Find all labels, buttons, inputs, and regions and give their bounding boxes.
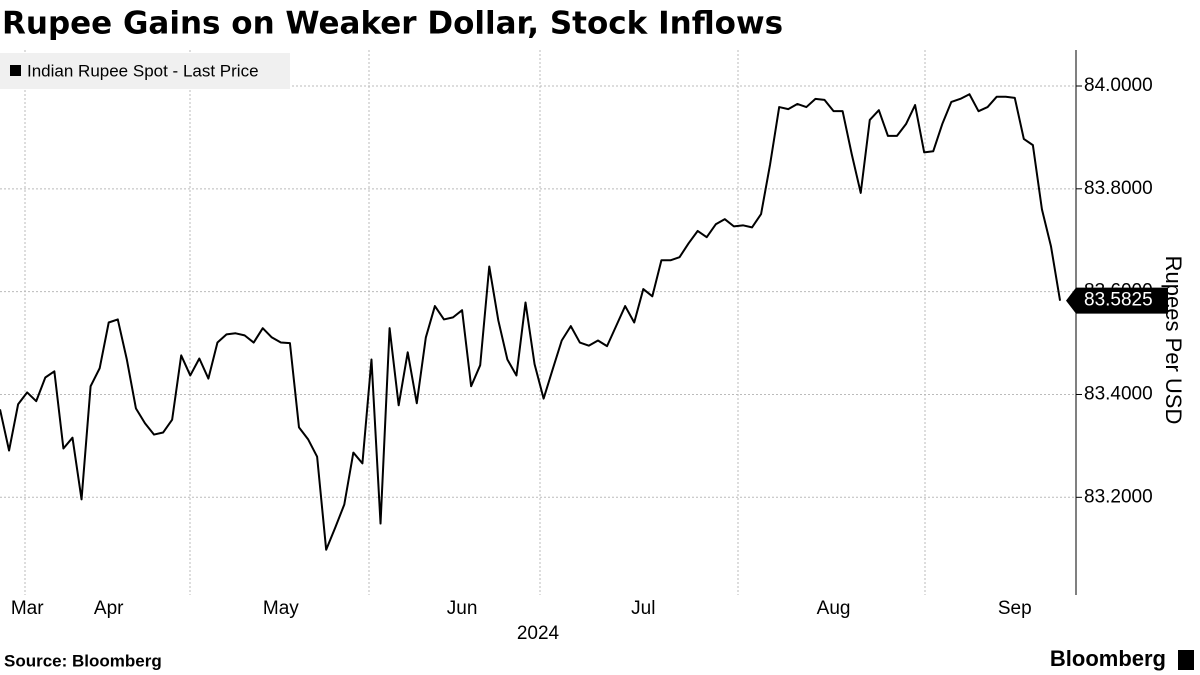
chart-title: Rupee Gains on Weaker Dollar, Stock Infl… <box>2 6 783 42</box>
y-tick-label: 83.2000 <box>1084 486 1153 507</box>
y-axis-label: Rupees Per USD <box>1161 256 1186 425</box>
logo-icon <box>1178 650 1194 670</box>
x-tick-label: Sep <box>998 598 1032 619</box>
x-tick-label: Jun <box>447 598 478 619</box>
y-tick-label: 83.8000 <box>1084 178 1153 199</box>
x-tick-label: Apr <box>94 598 124 619</box>
x-tick-label: May <box>263 598 299 619</box>
source: Source: Bloomberg <box>4 651 162 670</box>
y-tick-label: 84.0000 <box>1084 75 1153 96</box>
legend-swatch <box>10 65 21 76</box>
x-tick-label: Jul <box>631 598 655 619</box>
logo: Bloomberg <box>1050 646 1166 671</box>
legend-box <box>0 53 290 89</box>
x-axis-label: 2024 <box>517 623 560 644</box>
x-grid <box>24 50 926 595</box>
y-tick-label: 83.4000 <box>1084 383 1153 404</box>
line-series <box>0 93 1062 551</box>
legend-label: Indian Rupee Spot - Last Price <box>27 61 259 80</box>
legend: Indian Rupee Spot - Last Price <box>0 53 290 89</box>
x-tick-label: Aug <box>817 598 851 619</box>
last-value-box <box>1066 287 1168 314</box>
last-value-label: 83.5825 <box>1084 290 1153 311</box>
x-tick-label: Mar <box>11 598 44 619</box>
